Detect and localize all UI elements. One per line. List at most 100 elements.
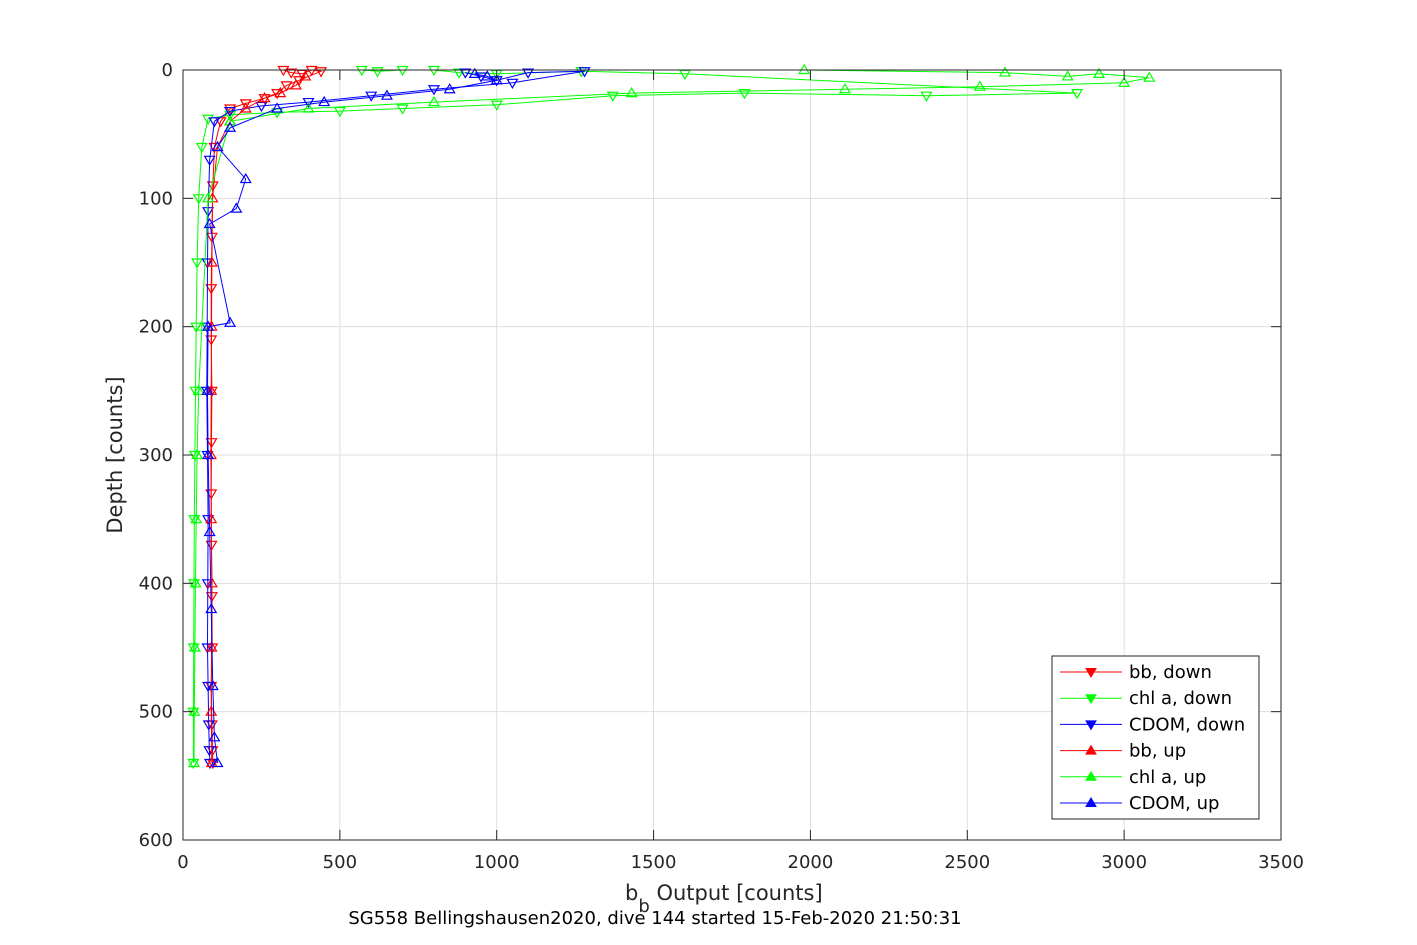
data-point <box>798 63 811 75</box>
data-point <box>302 102 315 113</box>
legend-marker <box>1085 744 1097 755</box>
x-tick-label: 1000 <box>474 852 520 873</box>
data-point <box>468 67 481 78</box>
data-point <box>205 641 218 652</box>
data-point <box>208 142 221 154</box>
data-point <box>625 86 638 98</box>
data-point <box>1118 76 1131 87</box>
data-point <box>258 92 271 103</box>
x-tick-label: 2000 <box>788 852 834 873</box>
data-point <box>224 316 237 327</box>
data-point <box>443 83 456 94</box>
data-point <box>522 68 535 79</box>
data-point <box>190 512 203 524</box>
y-tick-label: 300 <box>139 445 173 466</box>
data-point <box>203 525 216 537</box>
data-point <box>380 89 393 100</box>
series-line <box>206 73 499 764</box>
figure-caption: SG558 Bellingshausen2020, dive 144 start… <box>348 908 961 929</box>
data-point <box>202 320 215 331</box>
data-point <box>274 86 287 98</box>
data-point <box>838 83 851 94</box>
x-tick-label: 3000 <box>1101 852 1147 873</box>
data-point <box>201 384 214 395</box>
y-tick-label: 0 <box>162 60 173 81</box>
data-point <box>203 217 216 229</box>
data-point <box>255 101 268 113</box>
data-point <box>239 102 252 113</box>
data-point <box>271 102 284 113</box>
data-point <box>211 140 224 152</box>
x-axis-label-base: b <box>625 881 638 905</box>
y-tick-label: 200 <box>139 317 173 338</box>
data-point <box>285 68 298 79</box>
y-tick-label: 500 <box>139 702 173 723</box>
legend-label: bb, up <box>1129 741 1186 762</box>
legend-label: chl a, up <box>1129 767 1206 788</box>
x-axis-label-rest: Output [counts] <box>650 881 823 905</box>
legend-label: CDOM, down <box>1129 714 1245 735</box>
axis-ticks: 0 500 1000 1500 2000 2500 3000 3500 0 100 200 300 40… <box>139 60 1304 873</box>
legend-marker <box>1085 797 1097 807</box>
legend-marker <box>1085 720 1097 731</box>
data-point <box>202 448 215 460</box>
data-point <box>1071 88 1084 100</box>
data-point <box>371 67 384 78</box>
data-point <box>318 95 331 107</box>
data-point <box>271 88 284 100</box>
series-line <box>193 69 1150 764</box>
data-point <box>490 74 503 85</box>
data-point <box>202 192 215 203</box>
data-point <box>355 65 368 77</box>
data-point <box>302 97 315 109</box>
data-point <box>208 731 221 742</box>
data-point <box>239 99 252 110</box>
data-point <box>202 515 215 526</box>
data-point <box>205 577 218 588</box>
legend-marker <box>1085 770 1097 781</box>
legend-label: CDOM, up <box>1129 793 1219 814</box>
x-tick-label: 500 <box>323 852 357 873</box>
data-point <box>333 106 346 118</box>
series-chl-a-up <box>187 63 1156 768</box>
data-series <box>187 63 1156 770</box>
data-point <box>224 115 237 126</box>
data-point <box>195 320 208 331</box>
data-point <box>299 70 312 81</box>
data-point <box>506 78 519 90</box>
data-point <box>230 202 243 213</box>
series-cdom-up <box>201 67 503 768</box>
data-point <box>189 386 202 398</box>
data-point <box>453 68 466 79</box>
data-point <box>277 65 290 77</box>
data-point <box>205 602 218 614</box>
data-point <box>258 94 271 105</box>
data-point <box>606 91 619 102</box>
x-axis-label: bb Output [counts] <box>625 881 823 917</box>
data-point <box>578 67 591 78</box>
data-point <box>191 258 204 269</box>
data-point <box>738 88 751 100</box>
data-point <box>427 65 441 77</box>
data-point <box>211 756 224 768</box>
data-point <box>192 194 205 205</box>
data-point <box>920 91 933 102</box>
data-point <box>1061 70 1074 81</box>
y-axis-label: Depth [counts] <box>103 376 127 533</box>
data-point <box>280 81 293 92</box>
data-point <box>973 80 986 91</box>
data-point <box>188 515 201 526</box>
data-point <box>189 577 202 588</box>
data-point <box>459 68 472 79</box>
data-point <box>490 100 503 111</box>
data-point <box>203 155 216 167</box>
data-point <box>365 91 378 102</box>
data-point <box>205 284 218 295</box>
data-point <box>314 67 328 78</box>
data-point <box>427 85 441 96</box>
data-point <box>195 142 208 154</box>
x-tick-label: 2500 <box>944 852 990 873</box>
data-point <box>289 79 302 90</box>
data-point <box>224 104 237 115</box>
data-point <box>224 121 237 132</box>
